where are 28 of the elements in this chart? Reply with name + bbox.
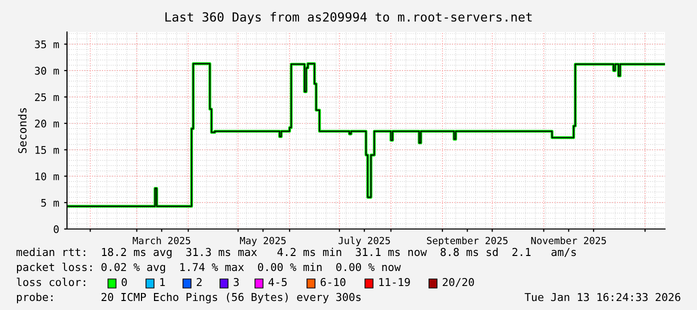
y-axis-title: Seconds [18, 108, 27, 154]
text: 11-19 [379, 278, 410, 286]
text: Tue Jan 13 16:24:33 2026 [524, 292, 680, 302]
chart-title: Last 360 Days from as209994 to m.root-servers.net [165, 12, 532, 24]
x-tick-label: May 2025 [240, 236, 286, 246]
y-tick-label: 5 m [41, 198, 59, 207]
text: packet loss: 0.02 % avg 1.74 % max 0.00 % min 0.00 % now [17, 262, 401, 274]
text: probe: 20 ICMP Echo Pings (56 Bytes) every 300s [17, 292, 361, 304]
text: 6-10 [320, 278, 346, 286]
x-tick-label: July 2025 [338, 236, 390, 246]
x-tick-label: September 2025 [427, 236, 508, 246]
text: 4-5 [268, 278, 287, 286]
x-tick-label: November 2025 [531, 236, 606, 244]
text: 1 [160, 278, 165, 286]
text: 2 [196, 278, 202, 286]
text: 0 [122, 278, 127, 286]
text: loss color: [16, 278, 86, 286]
text: 20/20 [442, 278, 474, 288]
y-tick-label: 15 m [36, 146, 59, 154]
y-tick-label: 35 m [34, 40, 59, 48]
text: 3 [234, 278, 239, 286]
x-tick-label: March 2025 [132, 236, 190, 244]
y-tick-label: 20 m [35, 120, 59, 128]
y-tick-label: 0 [54, 225, 59, 234]
text: median rtt: 18.2 ms avg 31.3 ms max 4.2 ms min 31.1 ms now 8.8 ms sd 2.1 am/s [16, 248, 576, 258]
y-tick-label: 10 m [36, 172, 59, 180]
y-tick-label: 25 m [35, 93, 59, 102]
y-tick-label: 30 m [34, 66, 59, 75]
